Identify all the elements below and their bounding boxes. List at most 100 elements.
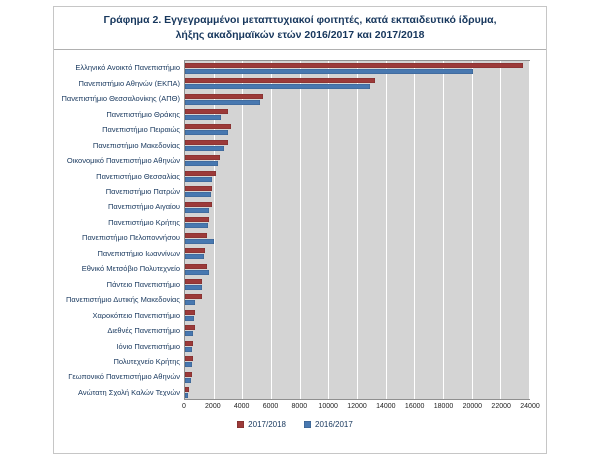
bar-2017-2018 [185, 309, 196, 315]
legend-swatch [237, 421, 245, 429]
legend-item: 2017/2018 [237, 420, 286, 429]
bar-2016-2017 [185, 99, 260, 105]
chart-row: Πανεπιστήμιο Θεσσαλονίκης (ΑΠΘ) [60, 91, 530, 106]
bar-track [184, 76, 530, 91]
x-tick-label: 24000 [520, 403, 540, 411]
chart-row: Πανεπιστήμιο Δυτικής Μακεδονίας [60, 292, 530, 307]
bar-2016-2017 [185, 254, 204, 260]
bar-2017-2018 [185, 279, 203, 284]
x-tick-label: 6000 [262, 403, 279, 411]
category-label: Πανεπιστήμιο Μακεδονίας [92, 141, 180, 150]
category-label: Πανεπιστήμιο Πελοποννήσου [82, 234, 180, 242]
category-label: Οικονομικό Πανεπιστήμιο Αθηνών [66, 157, 180, 165]
bar-track [184, 91, 530, 106]
category-label: Πανεπιστήμιο Πατρών [105, 188, 180, 196]
bar-track [184, 138, 530, 153]
x-tick-label: 10000 [318, 403, 338, 411]
bar-2016-2017 [185, 130, 229, 136]
plot-background [184, 60, 530, 401]
bar-2017-2018 [185, 387, 190, 393]
bar-2017-2018 [185, 232, 207, 238]
chart-row: Διεθνές Πανεπιστήμιο [60, 323, 530, 338]
bar-track [184, 122, 530, 137]
x-tick-label: 14000 [376, 403, 396, 411]
gridline [213, 61, 215, 400]
bar-2016-2017 [185, 84, 371, 90]
category-label: Πάντειο Πανεπιστήμιο [106, 280, 180, 289]
gridline [299, 61, 301, 400]
category-label: Πολυτεχνείο Κρήτης [113, 358, 180, 366]
category-label: Εθνικό Μετσόβιο Πολυτεχνείο [81, 265, 180, 273]
legend-swatch [304, 421, 311, 429]
category-label: Ελληνικό Ανοικτό Πανεπιστήμιο [75, 64, 180, 72]
bar-2016-2017 [185, 145, 224, 151]
x-tick-label: 16000 [404, 403, 425, 411]
bar-track [184, 230, 530, 245]
chart-row: Πανεπιστήμιο Αθηνών (ΕΚΠΑ) [60, 76, 530, 91]
bar-2017-2018 [185, 340, 194, 346]
plot-area: Ελληνικό Ανοικτό Πανεπιστήμιο Πανεπιστήμι… [60, 60, 530, 401]
gridline [471, 61, 473, 400]
bar-track [184, 354, 530, 369]
chart-row: Πανεπιστήμιο Μακεδονίας [60, 138, 530, 153]
x-axis: 0 2000 4000 6000 8000 10000 12000 14000 16000 180… [182, 400, 540, 414]
gridline [500, 61, 502, 400]
bar-2016-2017 [185, 285, 202, 290]
chart-row: Ελληνικό Ανοικτό Πανεπιστήμιο [60, 60, 530, 75]
bar-2016-2017 [185, 207, 210, 213]
category-label: Γεωπονικό Πανεπιστήμιο Αθηνών [68, 373, 180, 381]
category-label: Διεθνές Πανεπιστήμιο [107, 327, 180, 335]
chart-card: Γράφημα 2. Εγγεγραμμένοι μεταπτυχιακοί φ… [53, 6, 547, 454]
chart-title-line2: λήξης ακαδημαϊκών ετών 2016/2017 και 201… [175, 29, 425, 42]
chart-row: Πολυτεχνείο Κρήτης [60, 354, 530, 369]
bar-track [184, 385, 530, 400]
chart-row: Πανεπιστήμιο Θράκης [60, 107, 530, 122]
chart-body: Ελληνικό Ανοικτό Πανεπιστήμιο Πανεπιστήμι… [54, 50, 546, 429]
bar-2016-2017 [185, 331, 194, 337]
chart-row: Εθνικό Μετσόβιο Πολυτεχνείο [60, 261, 530, 276]
bar-2017-2018 [185, 93, 263, 99]
chart-row: Οικονομικό Πανεπιστήμιο Αθηνών [60, 153, 530, 168]
x-tick-label: 18000 [433, 403, 454, 411]
category-label: Πανεπιστήμιο Αθηνών (ΕΚΠΑ) [78, 79, 180, 88]
bar-2017-2018 [185, 62, 523, 68]
bar-2017-2018 [185, 325, 196, 331]
chart-title-line1: Γράφημα 2. Εγγεγραμμένοι μεταπτυχιακοί φ… [103, 14, 497, 26]
bar-track [184, 200, 530, 215]
category-label: Πανεπιστήμιο Ιωαννίνων [97, 249, 181, 258]
legend-label: 2016/2017 [315, 420, 353, 430]
category-label: Πανεπιστήμιο Αιγαίου [108, 203, 180, 211]
chart-row: Χαροκόπειο Πανεπιστήμιο [60, 308, 530, 323]
bar-track [184, 308, 530, 323]
bar-2017-2018 [185, 170, 216, 176]
chart-row: Ιόνιο Πανεπιστήμιο [60, 339, 530, 354]
gridline [357, 61, 358, 400]
bar-2016-2017 [185, 269, 209, 275]
bar-2016-2017 [185, 300, 196, 306]
x-tick-label: 2000 [205, 403, 221, 411]
category-label: Πανεπιστήμιο Θεσσαλονίκης (ΑΠΘ) [61, 95, 180, 103]
bar-2016-2017 [185, 68, 473, 74]
chart-row: Ανώτατη Σχολή Καλών Τεχνών [60, 385, 530, 400]
bar-track [184, 246, 530, 261]
x-tick-label: 0 [182, 403, 186, 411]
bar-2016-2017 [185, 115, 221, 121]
chart-row: Πάντειο Πανεπιστήμιο [60, 277, 530, 292]
category-label: Πανεπιστήμιο Δυτικής Μακεδονίας [65, 296, 180, 304]
gridline [414, 61, 416, 400]
bar-track [184, 292, 530, 307]
bar-track [184, 323, 530, 338]
x-tick-label: 20000 [462, 403, 483, 411]
chart-row: Πανεπιστήμιο Αιγαίου [60, 200, 530, 215]
bar-track [184, 370, 530, 385]
bar-2017-2018 [185, 78, 375, 84]
bar-2017-2018 [185, 356, 194, 362]
gridline [271, 61, 272, 400]
chart-row: Πανεπιστήμιο Πατρών [60, 184, 530, 199]
bar-track [184, 60, 530, 75]
chart-row: Πανεπιστήμιο Πελοποννήσου [60, 230, 530, 245]
bar-2017-2018 [185, 248, 206, 254]
chart-row: Γεωπονικό Πανεπιστήμιο Αθηνών [60, 370, 530, 385]
gridline [529, 61, 530, 400]
gridline [328, 61, 330, 400]
